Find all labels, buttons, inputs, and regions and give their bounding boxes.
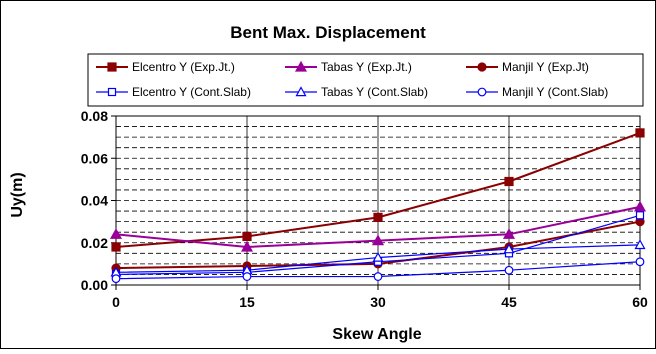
data-point (371, 234, 385, 246)
chart-title: Bent Max. Displacement (230, 23, 426, 42)
series-2 (109, 200, 647, 252)
data-point (109, 228, 123, 239)
data-point (635, 257, 645, 267)
x-axis-label: Skew Angle (332, 326, 421, 343)
legend-label: Tabas Y (Cont.Slab) (321, 85, 428, 99)
data-point (635, 211, 645, 220)
data-point (372, 251, 384, 262)
data-point (111, 274, 121, 284)
legend-label: Manjil Y (Cont.Slab) (502, 85, 608, 99)
data-point (242, 231, 252, 242)
legend-item: Tabas Y (Exp.Jt.) (285, 60, 412, 74)
data-point (373, 272, 383, 281)
y-tick-label: 0.02 (81, 235, 108, 251)
y-tick-label: 0.08 (81, 108, 108, 124)
legend-swatch-marker (477, 87, 487, 97)
data-point (504, 176, 514, 187)
legend-swatch-marker (477, 62, 487, 72)
plot-area: 0.00 0.02 0.04 0.06 0.08 0 15 30 45 60 (81, 108, 648, 310)
x-tick-label: 0 (112, 294, 120, 310)
y-tick-label: 0.04 (81, 193, 108, 209)
legend-item: Elcentro Y (Cont.Slab) (96, 85, 251, 99)
legend-swatch-marker (107, 87, 117, 97)
y-tick-label: 0.00 (81, 277, 108, 293)
legend-label: Elcentro Y (Cont.Slab) (132, 85, 251, 99)
legend-swatch-marker (295, 86, 307, 97)
legend-item: Manjil Y (Exp.Jt) (466, 60, 589, 74)
x-tick-label: 45 (501, 294, 517, 310)
data-point (633, 200, 647, 212)
data-point (635, 128, 645, 138)
legend: Elcentro Y (Exp.Jt.) Tabas Y (Exp.Jt.) Man… (87, 53, 644, 107)
y-tick-label: 0.06 (81, 150, 108, 166)
legend-item: Elcentro Y (Exp.Jt.) (96, 60, 235, 74)
legend-label: Tabas Y (Exp.Jt.) (321, 60, 412, 74)
data-point (634, 239, 646, 250)
data-point (504, 265, 514, 275)
data-point (373, 212, 383, 222)
data-point (503, 243, 515, 254)
data-point (242, 272, 252, 281)
data-point (502, 228, 516, 239)
legend-item: Manjil Y (Cont.Slab) (466, 85, 608, 99)
x-tick-label: 60 (632, 294, 648, 310)
x-tick-label: 30 (370, 294, 386, 310)
legend-box (87, 53, 644, 107)
x-tick-label: 15 (239, 294, 255, 310)
data-point (111, 242, 121, 252)
legend-swatch-marker (294, 60, 308, 72)
series-6 (111, 257, 645, 284)
series-1 (111, 128, 645, 252)
y-axis-label: Uy(m) (9, 172, 26, 217)
legend-label: Manjil Y (Exp.Jt) (502, 60, 589, 74)
legend-label: Elcentro Y (Exp.Jt.) (132, 60, 235, 74)
legend-swatch-marker (107, 62, 117, 72)
plot-frame (115, 115, 641, 286)
legend-item: Tabas Y (Cont.Slab) (285, 85, 428, 99)
data-point (240, 240, 254, 252)
